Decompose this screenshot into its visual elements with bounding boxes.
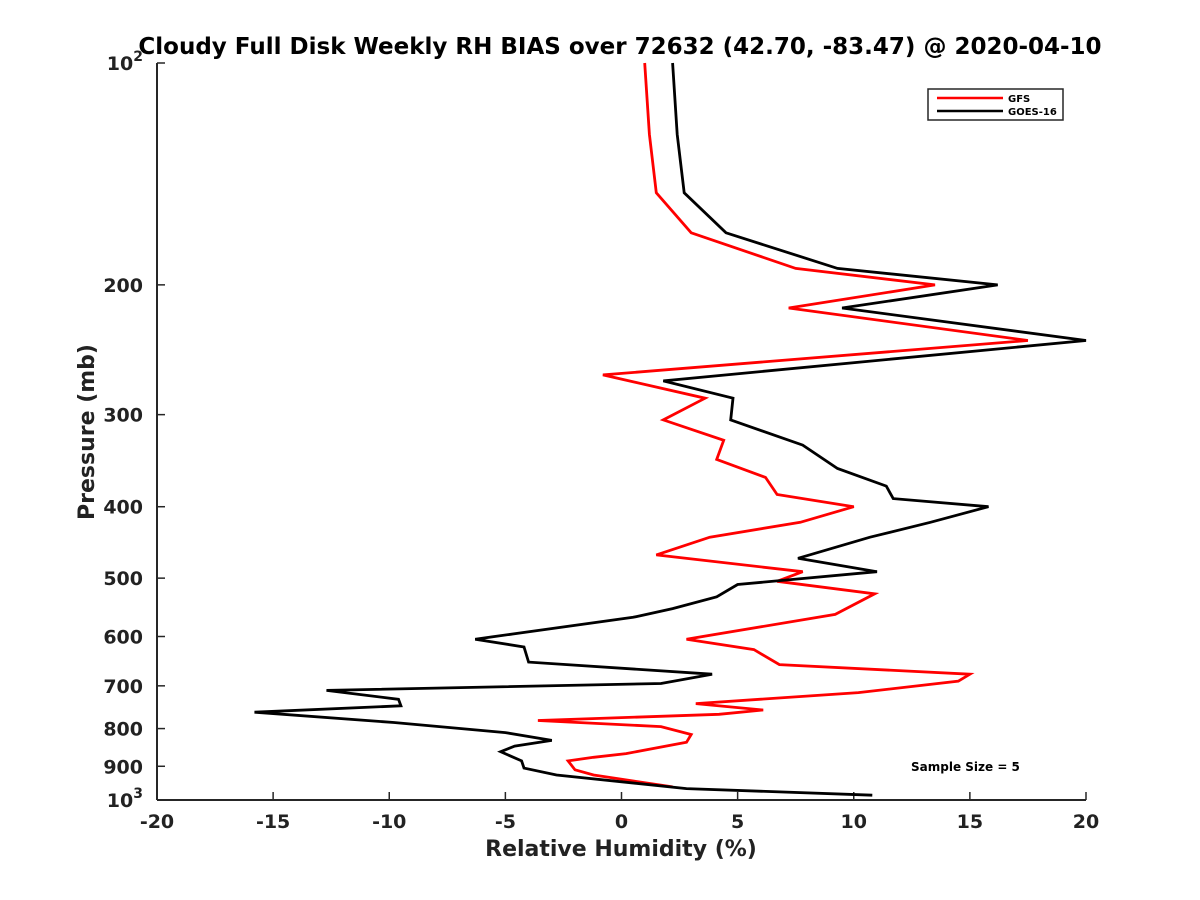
chart-title: Cloudy Full Disk Weekly RH BIAS over 726…: [138, 34, 1101, 60]
y-tick-label: 800: [103, 719, 143, 741]
y-tick-label: 400: [103, 497, 143, 519]
series-lines: [254, 62, 1087, 797]
y-tick-exponent: 2: [133, 49, 143, 65]
legend-label-goes16: GOES-16: [1008, 107, 1057, 118]
y-tick-label: 500: [103, 568, 143, 590]
y-tick-base: 10: [107, 790, 133, 812]
y-tick-base: 500: [103, 568, 143, 590]
y-tick-label: 103: [107, 786, 143, 812]
series-line-goes16: [254, 62, 1087, 797]
x-tick-label: 15: [957, 811, 983, 833]
y-axis-label: Pressure (mb): [75, 344, 100, 520]
y-tick-label: 700: [103, 676, 143, 698]
y-tick-base: 200: [103, 275, 143, 297]
x-tick-label: -15: [256, 811, 290, 833]
legend-label-gfs: GFS: [1008, 94, 1030, 105]
sample-size-annotation: Sample Size = 5: [911, 760, 1020, 774]
y-tick-label: 300: [103, 405, 143, 427]
y-tick-base: 800: [103, 719, 143, 741]
y-tick-label: 900: [103, 756, 143, 778]
y-tick-label: 600: [103, 626, 143, 648]
x-tick-label: -20: [140, 811, 174, 833]
y-tick-label: 200: [103, 275, 143, 297]
x-tick-label: 10: [841, 811, 867, 833]
legend-box: [927, 88, 1064, 121]
x-tick-label: -5: [495, 811, 516, 833]
y-tick-exponent: 3: [133, 786, 143, 802]
y-tick-base: 700: [103, 676, 143, 698]
x-axis-ticks: -20 -15 -10 -5 0 5 10 15 20: [140, 792, 1099, 833]
x-tick-label: 20: [1073, 811, 1099, 833]
y-tick-base: 10: [107, 53, 133, 75]
x-tick-label: -10: [372, 811, 406, 833]
x-tick-label: 0: [615, 811, 628, 833]
y-tick-base: 400: [103, 497, 143, 519]
plot-area: -20 -15 -10 -5 0 5 10 15 20 10220030040050060070…: [103, 49, 1099, 833]
legend: GFS GOES-16: [927, 88, 1064, 121]
y-tick-base: 900: [103, 756, 143, 778]
y-tick-label: 102: [107, 49, 143, 75]
y-tick-base: 600: [103, 626, 143, 648]
x-axis-label: Relative Humidity (%): [485, 837, 757, 862]
series-line-gfs: [537, 62, 1029, 789]
x-tick-label: 5: [731, 811, 744, 833]
y-tick-base: 300: [103, 405, 143, 427]
